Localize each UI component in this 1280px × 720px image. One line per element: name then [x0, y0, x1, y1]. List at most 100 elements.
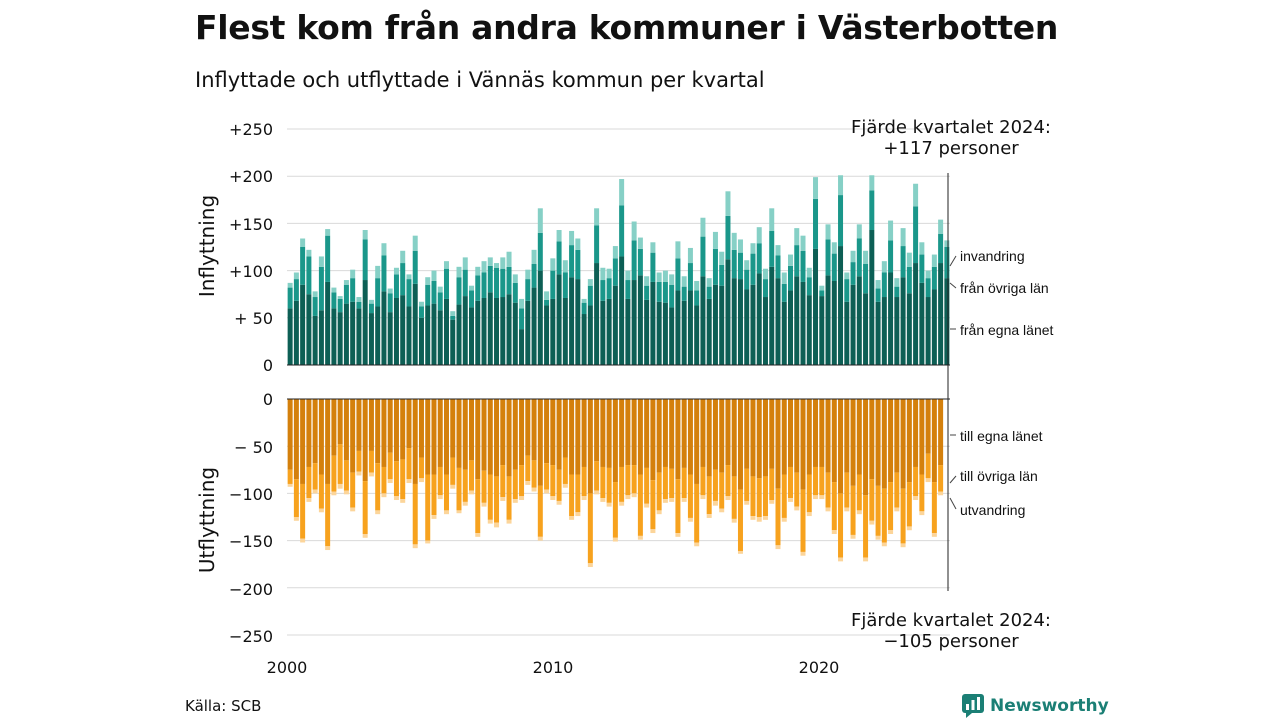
- bar-emigration: [619, 501, 625, 506]
- bar-emigration: [431, 515, 437, 519]
- bar-immigration: [906, 252, 912, 267]
- bar-to-own-county: [856, 399, 862, 475]
- bar-immigration: [863, 250, 869, 264]
- bar-to-own-county: [606, 399, 612, 468]
- y-tick-out: −250: [229, 627, 273, 646]
- bar-from-other-counties: [913, 206, 919, 264]
- bar-from-other-counties: [788, 265, 793, 291]
- bar-to-other-counties: [368, 450, 374, 473]
- bar-emigration: [575, 512, 581, 517]
- bar-to-own-county: [794, 399, 800, 473]
- bar-to-own-county: [594, 399, 600, 462]
- bar-to-own-county: [306, 399, 312, 467]
- bar-from-other-counties: [606, 278, 612, 299]
- bar-immigration: [706, 278, 712, 287]
- bar-immigration: [687, 247, 693, 264]
- bar-to-other-counties: [637, 474, 643, 536]
- bar-to-other-counties: [481, 470, 487, 503]
- bar-immigration: [900, 228, 906, 247]
- y-tick-in: +150: [229, 215, 273, 234]
- bar-immigration: [750, 243, 756, 254]
- bar-emigration: [719, 508, 725, 513]
- bar-from-own-county: [456, 304, 462, 365]
- bar-from-other-counties: [494, 267, 500, 298]
- bar-from-own-county: [750, 284, 756, 365]
- bar-from-own-county: [731, 278, 737, 365]
- bar-to-other-counties: [293, 479, 299, 517]
- bar-immigration: [469, 285, 475, 291]
- bar-to-other-counties: [443, 474, 449, 511]
- bar-from-own-county: [637, 275, 643, 365]
- bar-immigration: [844, 272, 850, 280]
- bar-to-own-county: [600, 399, 606, 467]
- bar-to-own-county: [469, 399, 475, 461]
- bar-from-other-counties: [687, 263, 693, 291]
- bar-immigration: [806, 267, 812, 278]
- bar-immigration: [813, 177, 819, 199]
- bar-immigration: [725, 191, 731, 216]
- bar-from-own-county: [931, 289, 937, 365]
- annotation-out-line1: Fjärde kvartalet 2024:: [851, 610, 1051, 631]
- bar-immigration: [569, 230, 575, 246]
- bar-to-own-county: [706, 399, 712, 477]
- gridlines: [287, 128, 950, 636]
- bar-from-own-county: [343, 303, 349, 365]
- bar-to-own-county: [863, 399, 869, 496]
- bar-emigration: [675, 533, 681, 537]
- bar-emigration: [469, 490, 475, 495]
- bar-from-own-county: [650, 281, 656, 365]
- bar-from-other-counties: [750, 253, 756, 285]
- bar-from-other-counties: [481, 272, 487, 298]
- bar-to-own-county: [831, 399, 837, 483]
- bar-to-other-counties: [494, 476, 500, 523]
- bar-to-own-county: [393, 399, 399, 462]
- bar-to-own-county: [687, 399, 693, 475]
- bar-from-other-counties: [475, 275, 481, 301]
- bar-from-other-counties: [888, 240, 894, 273]
- bar-to-other-counties: [888, 482, 894, 531]
- bar-to-other-counties: [475, 479, 481, 534]
- bar-from-other-counties: [669, 284, 675, 308]
- bar-emigration: [800, 551, 806, 556]
- series-leader: [949, 282, 957, 289]
- bar-from-other-counties: [681, 286, 687, 301]
- y-tick-in: 0: [263, 356, 273, 375]
- bar-immigration: [662, 270, 668, 282]
- bar-from-other-counties: [350, 278, 356, 302]
- bar-to-own-county: [462, 399, 468, 470]
- bar-to-own-county: [781, 399, 787, 475]
- bar-immigration: [325, 229, 331, 236]
- bar-from-other-counties: [506, 266, 512, 295]
- bar-emigration: [306, 498, 312, 502]
- bar-from-other-counties: [856, 238, 862, 277]
- bar-from-other-counties: [500, 268, 506, 298]
- bar-emigration: [537, 536, 543, 541]
- bar-emigration: [687, 517, 693, 522]
- bar-from-other-counties: [287, 287, 293, 309]
- bar-to-own-county: [418, 399, 424, 458]
- bar-to-own-county: [913, 399, 919, 467]
- bar-from-other-counties: [293, 279, 299, 301]
- bar-to-other-counties: [838, 493, 844, 558]
- bar-from-own-county: [393, 297, 399, 365]
- bar-from-other-counties: [875, 288, 881, 302]
- bar-to-own-county: [938, 399, 944, 466]
- bar-emigration: [506, 519, 512, 524]
- bar-emigration: [531, 487, 537, 492]
- bar-to-other-counties: [894, 472, 900, 508]
- bar-from-other-counties: [368, 303, 374, 314]
- bar-from-own-county: [869, 230, 875, 365]
- bar-to-other-counties: [669, 468, 675, 499]
- bar-from-own-county: [325, 281, 331, 365]
- chart-subtitle: Inflyttade och utflyttade i Vännäs kommu…: [195, 68, 765, 92]
- series-label-emigration: utvandring: [960, 502, 1025, 518]
- bar-immigration: [788, 254, 793, 266]
- bar-immigration: [544, 291, 550, 300]
- bar-from-other-counties: [443, 268, 449, 299]
- bar-emigration: [806, 512, 812, 517]
- bar-to-own-county: [343, 399, 349, 461]
- bar-immigration: [331, 287, 337, 293]
- bar-from-own-county: [838, 246, 844, 365]
